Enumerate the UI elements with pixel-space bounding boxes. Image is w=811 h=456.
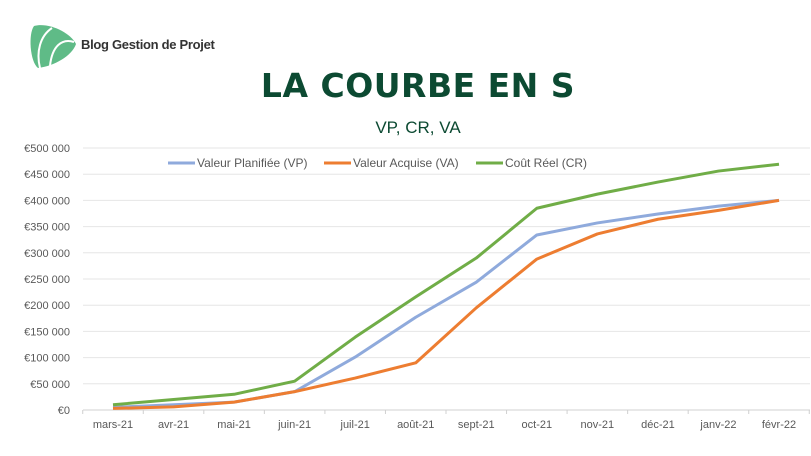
x-tick-label: janv-22 (699, 419, 736, 431)
series-line-0 (112, 198, 780, 409)
x-tick-label: mai-21 (217, 419, 251, 431)
y-tick-label: €50 000 (30, 379, 70, 391)
x-tick-label: mars-21 (93, 419, 133, 431)
series-line-1 (112, 198, 780, 410)
chart-title: LA COURBE EN S (260, 66, 576, 105)
series-line-2 (112, 162, 780, 407)
x-tick-label: avr-21 (158, 419, 189, 431)
y-tick-label: €400 000 (24, 195, 70, 207)
y-tick-label: €250 000 (24, 274, 70, 286)
x-tick-label: févr-22 (762, 419, 796, 431)
legend-label: Valeur Acquise (VA) (353, 156, 459, 170)
y-tick-label: €150 000 (24, 326, 70, 338)
chart-subtitle: VP, CR, VA (375, 118, 461, 137)
logo-icon (30, 25, 76, 69)
x-tick-label: juil-21 (340, 419, 370, 431)
y-tick-label: €0 (58, 405, 70, 417)
x-tick-label: sept-21 (458, 419, 495, 431)
y-tick-label: €450 000 (24, 169, 70, 181)
y-tick-label: €100 000 (24, 353, 70, 365)
brand-name: Blog Gestion de Projet (81, 37, 215, 52)
y-tick-label: €500 000 (24, 143, 70, 155)
x-tick-label: déc-21 (641, 419, 675, 431)
x-tick-label: oct-21 (522, 419, 553, 431)
y-tick-label: €300 000 (24, 248, 70, 260)
x-tick-label: nov-21 (581, 419, 615, 431)
y-tick-label: €350 000 (24, 222, 70, 234)
x-tick-label: août-21 (397, 419, 434, 431)
legend-label: Coût Réel (CR) (505, 156, 587, 170)
legend-label: Valeur Planifiée (VP) (197, 156, 308, 170)
y-tick-label: €200 000 (24, 300, 70, 312)
x-tick-label: juin-21 (277, 419, 311, 431)
